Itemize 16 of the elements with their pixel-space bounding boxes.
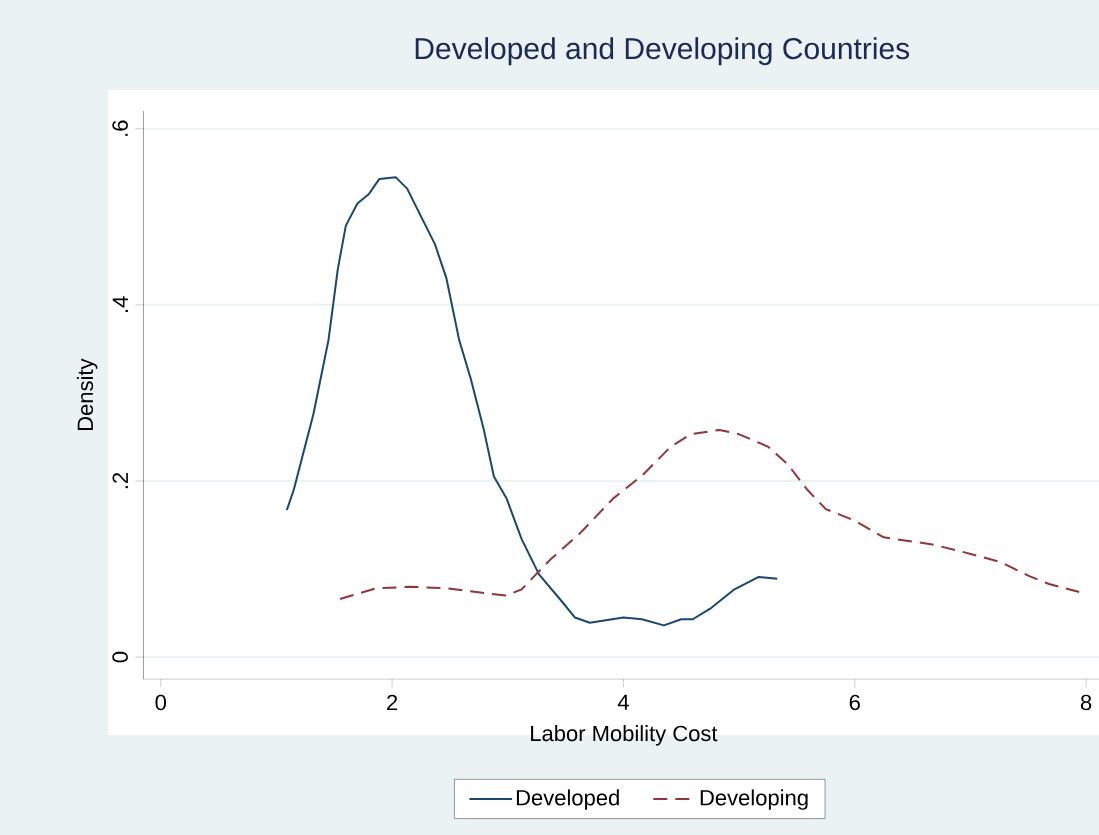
x-tick-label: 4 xyxy=(617,694,629,710)
chart-title: Developed and Developing Countries xyxy=(415,37,910,66)
line-series xyxy=(339,428,1081,600)
x-tick-label: 2 xyxy=(387,694,398,711)
x-axis-title: Labor Mobility Cost xyxy=(531,725,718,746)
y-tick-label: 0 xyxy=(112,651,128,663)
y-tick-label: .6 xyxy=(112,120,128,136)
legend-label: Developing xyxy=(700,789,808,810)
legend-label: Developed xyxy=(516,789,619,810)
y-tick-label: .4 xyxy=(112,296,128,313)
y-axis-title: Density xyxy=(76,358,98,430)
line-series xyxy=(285,176,779,627)
x-tick-label: 8 xyxy=(1080,694,1092,711)
x-tick-label: 6 xyxy=(849,694,860,711)
x-tick-label: 0 xyxy=(155,694,167,711)
y-tick-label: .2 xyxy=(112,472,128,489)
